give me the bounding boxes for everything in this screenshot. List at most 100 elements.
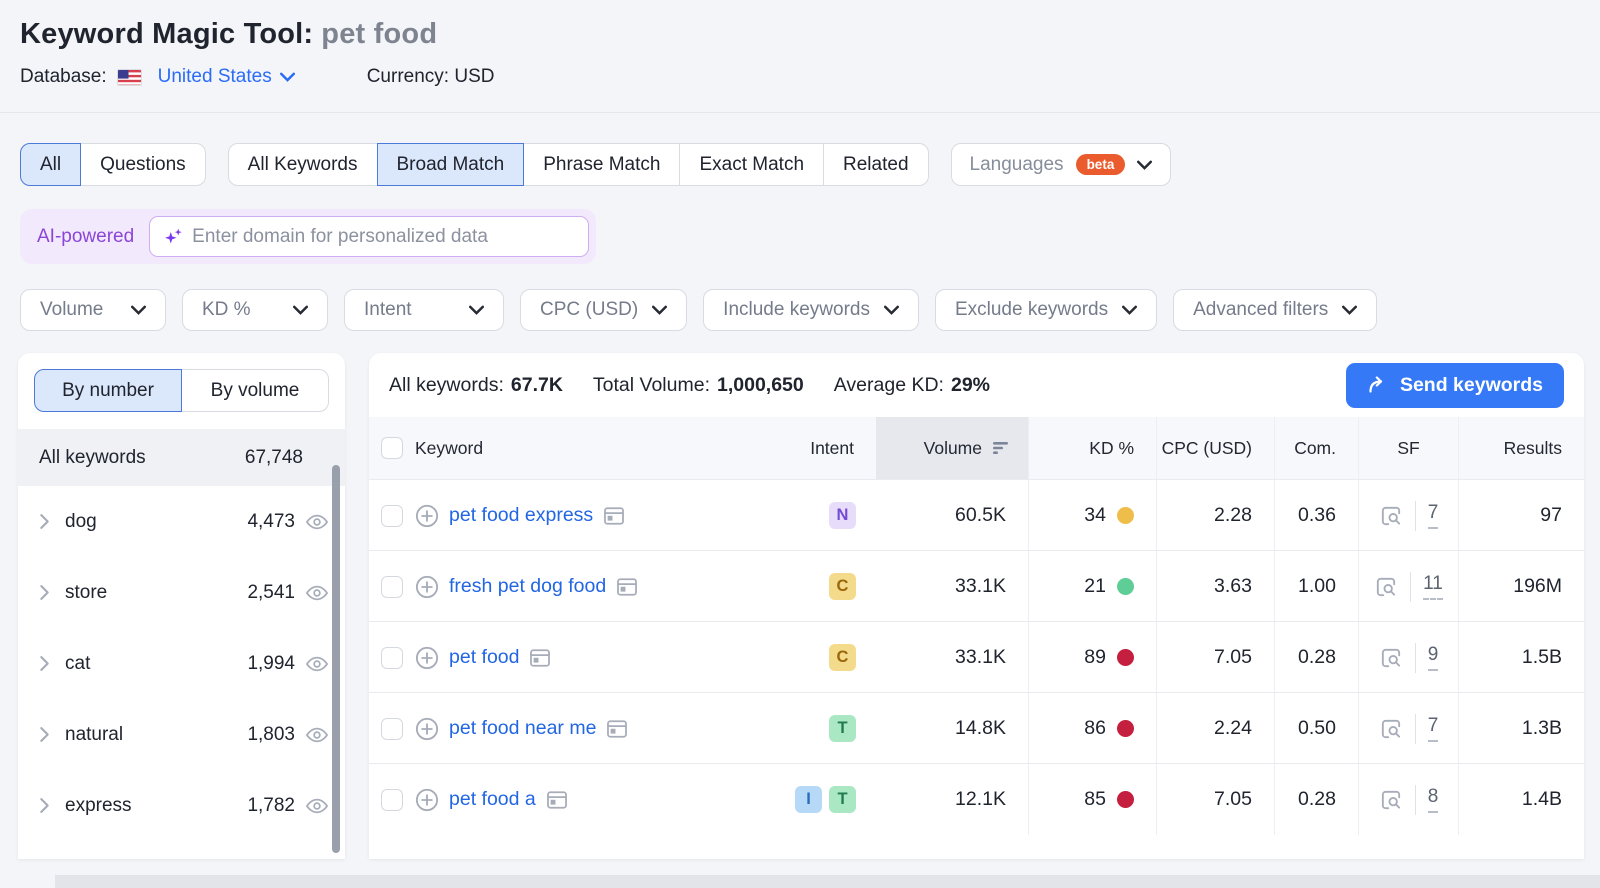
column-results[interactable]: Results — [1458, 417, 1584, 479]
eye-icon[interactable] — [305, 652, 329, 676]
filter-intent[interactable]: Intent — [344, 289, 504, 331]
kd-value: 21 — [1084, 575, 1106, 597]
filter-volume[interactable]: Volume — [20, 289, 166, 331]
chevron-right-icon[interactable] — [39, 513, 50, 530]
toggle-by-number[interactable]: By number — [34, 369, 182, 412]
volume-value: 60.5K — [955, 504, 1006, 526]
sidebar-item-store[interactable]: store 2,541 — [18, 557, 345, 628]
tab-broad-match[interactable]: Broad Match — [376, 143, 525, 186]
row-checkbox[interactable] — [381, 575, 403, 598]
serp-preview-icon[interactable] — [603, 505, 625, 527]
serp-preview-icon[interactable] — [546, 789, 568, 811]
serp-preview-icon[interactable] — [606, 718, 628, 740]
sidebar-item-all-keywords[interactable]: All keywords 67,748 — [18, 429, 345, 486]
row-checkbox[interactable] — [381, 717, 403, 740]
sidebar-scrollbar[interactable] — [332, 465, 340, 853]
eye-icon[interactable] — [305, 723, 329, 747]
serp-preview-icon[interactable] — [616, 576, 638, 598]
tab-all[interactable]: All — [20, 143, 82, 186]
add-keyword-icon[interactable] — [415, 646, 439, 670]
beta-badge: beta — [1075, 154, 1126, 175]
eye-icon[interactable] — [305, 581, 329, 605]
column-intent: Intent — [810, 437, 854, 458]
intent-badge: C — [829, 573, 856, 600]
filter-kd[interactable]: KD % — [182, 289, 328, 331]
filter-exclude-keywords[interactable]: Exclude keywords — [934, 289, 1158, 331]
keyword-link[interactable]: pet food — [449, 646, 520, 668]
column-kd[interactable]: KD % — [1028, 417, 1156, 479]
sf-divider — [1414, 642, 1416, 673]
kd-value: 85 — [1084, 788, 1106, 810]
send-keywords-button[interactable]: Send keywords — [1345, 362, 1564, 408]
page-title-query: pet food — [321, 18, 438, 50]
chevron-right-icon[interactable] — [39, 726, 50, 743]
serp-features-icon[interactable] — [1379, 504, 1403, 528]
languages-label: Languages — [969, 153, 1064, 175]
eye-icon[interactable] — [305, 510, 329, 534]
add-keyword-icon[interactable] — [415, 717, 439, 741]
filter-include-keywords[interactable]: Include keywords — [703, 289, 919, 331]
keyword-link[interactable]: pet food express — [449, 504, 594, 526]
row-checkbox[interactable] — [381, 646, 403, 669]
group-count: 1,782 — [247, 794, 295, 816]
filter-exclude-label: Exclude keywords — [954, 299, 1109, 320]
sf-count-link[interactable]: 11 — [1423, 573, 1443, 600]
chevron-right-icon[interactable] — [39, 584, 50, 601]
currency-label: Currency: — [366, 66, 450, 87]
column-com[interactable]: Com. — [1274, 417, 1358, 479]
us-flag-icon — [116, 68, 142, 86]
chevron-right-icon[interactable] — [39, 655, 50, 672]
serp-features-icon[interactable] — [1374, 575, 1398, 599]
toggle-by-volume[interactable]: By volume — [181, 369, 329, 412]
tab-related[interactable]: Related — [823, 143, 929, 186]
add-keyword-icon[interactable] — [415, 788, 439, 812]
sidebar-item-dog[interactable]: dog 4,473 — [18, 486, 345, 557]
keyword-link[interactable]: pet food a — [449, 788, 536, 810]
database-selector[interactable]: United States — [116, 66, 295, 88]
chevron-right-icon[interactable] — [39, 797, 50, 814]
group-label: store — [65, 581, 108, 603]
horizontal-scrollbar[interactable] — [55, 875, 1600, 888]
filter-advanced[interactable]: Advanced filters — [1173, 289, 1378, 331]
filter-cpc[interactable]: CPC (USD) — [520, 289, 688, 331]
serp-features-icon[interactable] — [1379, 646, 1403, 670]
select-all-checkbox[interactable] — [381, 437, 403, 459]
serp-features-icon[interactable] — [1379, 788, 1403, 812]
eye-icon[interactable] — [305, 794, 329, 818]
volume-value: 33.1K — [955, 646, 1006, 668]
stat-label: Average KD: — [833, 373, 944, 396]
tab-exact-match[interactable]: Exact Match — [679, 143, 825, 186]
filter-include-label: Include keywords — [723, 299, 870, 320]
keyword-link[interactable]: fresh pet dog food — [449, 575, 607, 597]
serp-features-icon[interactable] — [1379, 717, 1403, 741]
kd-difficulty-dot — [1117, 578, 1134, 595]
add-keyword-icon[interactable] — [415, 575, 439, 599]
row-checkbox[interactable] — [381, 788, 403, 811]
kd-value: 86 — [1084, 717, 1106, 739]
sidebar-item-express[interactable]: express 1,782 — [18, 770, 345, 841]
sidebar-item-cat[interactable]: cat 1,994 — [18, 628, 345, 699]
sf-count-link[interactable]: 8 — [1427, 786, 1439, 813]
stat-total-volume: Total Volume: 1,000,650 — [593, 374, 804, 397]
keyword-link[interactable]: pet food near me — [449, 717, 597, 739]
tab-questions[interactable]: Questions — [80, 143, 206, 186]
column-cpc[interactable]: CPC (USD) — [1156, 417, 1274, 479]
sf-count-link[interactable]: 7 — [1427, 715, 1439, 742]
sf-count-link[interactable]: 7 — [1427, 502, 1439, 529]
sf-divider — [1414, 784, 1416, 815]
serp-preview-icon[interactable] — [529, 647, 551, 669]
sidebar-item-natural[interactable]: natural 1,803 — [18, 699, 345, 770]
languages-dropdown[interactable]: Languages beta — [950, 143, 1172, 186]
filter-intent-label: Intent — [364, 299, 412, 320]
domain-input[interactable] — [192, 225, 576, 248]
add-keyword-icon[interactable] — [415, 504, 439, 528]
domain-input-box — [149, 216, 590, 257]
stat-label: Total Volume: — [592, 373, 710, 396]
tab-all-keywords[interactable]: All Keywords — [227, 143, 378, 186]
stat-label: All keywords: — [389, 373, 504, 396]
column-volume[interactable]: Volume — [876, 417, 1028, 479]
results-value: 1.3B — [1458, 693, 1584, 764]
row-checkbox[interactable] — [381, 504, 403, 527]
tab-phrase-match[interactable]: Phrase Match — [523, 143, 681, 186]
sf-count-link[interactable]: 9 — [1427, 644, 1439, 671]
